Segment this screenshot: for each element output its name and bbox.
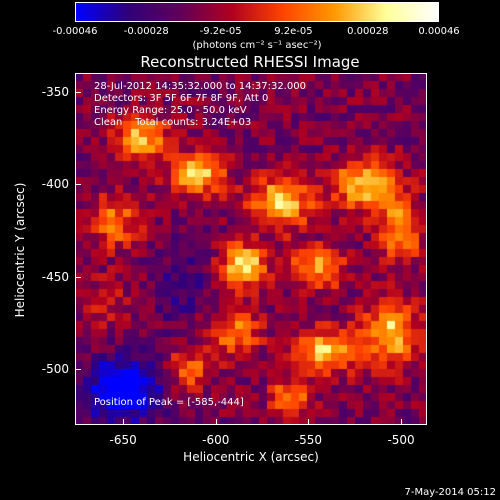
y-tick-label: -500 bbox=[41, 362, 69, 377]
plot-area: 28-Jul-2012 14:35:32.000 to 14:37:32.000… bbox=[75, 73, 427, 425]
chart-title: Reconstructed RHESSI Image bbox=[140, 53, 360, 71]
y-tick-mark bbox=[75, 276, 81, 278]
x-tick-label: -650 bbox=[109, 433, 137, 447]
x-axis-label: Heliocentric X (arcsec) bbox=[183, 450, 319, 464]
plot-frame bbox=[75, 73, 427, 425]
colorbar-units: (photons cm⁻² s⁻¹ asec⁻²) bbox=[192, 40, 322, 51]
x-tick-label: -500 bbox=[387, 433, 415, 447]
peak-position: Position of Peak = [-585,-444] bbox=[94, 397, 244, 408]
y-tick-label: -450 bbox=[41, 269, 69, 284]
colorbar bbox=[75, 2, 439, 22]
y-tick-label: -350 bbox=[41, 84, 69, 99]
colorbar-tick-label: 0.00028 bbox=[347, 26, 389, 37]
y-tick-mark bbox=[75, 369, 81, 371]
x-tick-mark bbox=[401, 419, 403, 425]
x-tick-label: -600 bbox=[202, 433, 230, 447]
y-tick-label: -400 bbox=[41, 177, 69, 192]
info-total-counts: Clean Total counts: 3.24E+03 bbox=[94, 117, 252, 128]
colorbar-tick-label: 0.00046 bbox=[418, 26, 460, 37]
colorbar-tick-label: -9.2e-05 bbox=[199, 26, 242, 37]
colorbar-tick-label: 9.2e-05 bbox=[274, 26, 313, 37]
x-tick-mark bbox=[123, 419, 125, 425]
x-tick-mark bbox=[215, 419, 217, 425]
x-tick-label: -550 bbox=[294, 433, 323, 447]
info-detectors: Detectors: 3F 5F 6F 7F 8F 9F, Att 0 bbox=[94, 93, 269, 104]
timestamp: 7-May-2014 05:12 bbox=[404, 487, 496, 498]
y-tick-mark bbox=[75, 184, 81, 186]
info-energy-range: Energy Range: 25.0 - 50.0 keV bbox=[94, 105, 247, 116]
heatmap-image bbox=[75, 73, 427, 425]
y-tick-mark bbox=[75, 91, 81, 93]
x-tick-mark bbox=[308, 419, 310, 425]
y-axis-label: Heliocentric Y (arcsec) bbox=[13, 182, 27, 318]
colorbar-tick-label: -0.00028 bbox=[123, 26, 169, 37]
info-time-range: 28-Jul-2012 14:35:32.000 to 14:37:32.000 bbox=[94, 81, 306, 92]
colorbar-tick-label: -0.00046 bbox=[52, 26, 98, 37]
